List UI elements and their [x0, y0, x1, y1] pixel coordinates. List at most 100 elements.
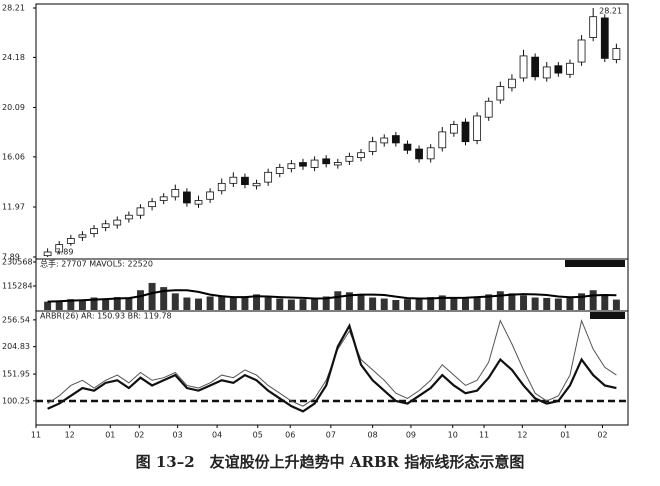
annotation: 28.21	[599, 7, 622, 16]
volume-bar	[403, 299, 411, 310]
candle-body	[136, 207, 145, 216]
candle-body	[217, 182, 226, 192]
volume-bar	[253, 294, 261, 310]
volume-bar	[299, 299, 307, 310]
volume-bar	[206, 296, 214, 310]
volume-bar	[450, 297, 458, 310]
annotation: 7.89	[56, 248, 74, 257]
y-tick-label: 28.21	[2, 4, 25, 13]
volume-bar	[543, 297, 551, 310]
candle-body	[484, 100, 493, 118]
volume-bar	[531, 297, 539, 310]
candle-body	[333, 162, 342, 166]
candle-body	[310, 159, 319, 168]
x-tick-label: 02	[597, 431, 607, 440]
y-tick-label: 256.54	[2, 315, 30, 324]
candle-body	[101, 223, 110, 228]
x-tick-label: 10	[448, 431, 458, 440]
candle-body	[322, 158, 331, 165]
x-tick-label: 01	[560, 431, 570, 440]
y-tick-label: 24.18	[2, 53, 25, 62]
volume-bar	[601, 295, 609, 310]
volume-bar	[438, 295, 446, 310]
volume-bar	[357, 295, 365, 310]
y-tick-label: 115284	[2, 282, 33, 291]
volume-bar	[276, 298, 284, 310]
mavol-line	[47, 289, 617, 303]
volume-bar	[427, 297, 435, 310]
volume-bar	[171, 293, 179, 310]
candle-body	[264, 171, 273, 183]
volume-bar	[380, 298, 388, 310]
volume-bar	[578, 293, 586, 310]
y-tick-label: 11.97	[2, 203, 25, 212]
volume-bar	[44, 301, 52, 310]
y-tick-label: 151.95	[2, 370, 30, 379]
arbr-header: ARBR(26) AR: 150.93 BR: 119.78	[40, 312, 172, 321]
volume-bar	[229, 297, 237, 310]
volume-bar	[241, 297, 249, 310]
x-tick-label: 09	[406, 431, 416, 440]
volume-bar	[113, 297, 121, 310]
candle-body	[496, 86, 505, 101]
candle-body	[241, 176, 249, 185]
candle-body	[461, 121, 470, 143]
volume-bar	[589, 290, 597, 310]
candle-body	[345, 155, 354, 162]
candle-body	[229, 176, 238, 184]
candle-body	[299, 162, 307, 167]
x-tick-label: 12	[65, 431, 75, 440]
candle-body	[275, 167, 284, 174]
x-tick-label: 05	[253, 431, 263, 440]
candle-body	[113, 219, 122, 226]
candle-body	[43, 251, 52, 257]
candle-body	[519, 55, 528, 79]
x-tick-label: 04	[212, 431, 222, 440]
x-tick-label: 06	[285, 431, 295, 440]
candle-body	[554, 65, 563, 74]
candle-body	[391, 135, 400, 144]
x-tick-label: 03	[173, 431, 183, 440]
candle-body	[206, 191, 215, 200]
candle-body	[357, 152, 365, 159]
volume-bar	[78, 300, 86, 310]
candle-body	[508, 78, 516, 89]
candle-body	[577, 39, 586, 63]
y-tick-label: 230568	[2, 258, 33, 267]
candle-body	[183, 191, 191, 204]
candle-body	[531, 56, 540, 78]
volume-bar	[311, 297, 319, 310]
volume-bar	[160, 287, 168, 310]
candle-body	[368, 141, 377, 152]
x-tick-label: 11	[31, 431, 41, 440]
candle-body	[194, 200, 203, 205]
volume-bar	[148, 282, 156, 310]
y-tick-label: 16.06	[2, 152, 25, 161]
volume-bar	[612, 299, 620, 310]
candle-body	[159, 196, 168, 201]
x-tick-label: 07	[326, 431, 336, 440]
y-tick-label: 100.25	[2, 396, 30, 405]
candle-body	[403, 143, 412, 151]
volume-bar	[415, 297, 423, 310]
volume-bar	[508, 293, 516, 310]
volume-bar	[195, 298, 202, 310]
volume-bar	[136, 290, 144, 310]
candle-body	[449, 124, 458, 134]
candle-body	[171, 189, 180, 198]
x-tick-label: 11	[479, 431, 489, 440]
header-block	[565, 260, 625, 267]
candle-body	[148, 201, 156, 208]
candle-body	[438, 131, 447, 149]
volume-bar	[90, 297, 98, 310]
candle-body	[473, 115, 481, 141]
candle-body	[78, 234, 87, 238]
candle-body	[589, 16, 598, 38]
x-tick-label: 08	[368, 431, 378, 440]
volume-bar	[392, 300, 400, 310]
volume-bar	[67, 299, 75, 310]
candle-body	[287, 163, 296, 170]
volume-bar	[55, 300, 63, 310]
volume-bar	[334, 291, 342, 310]
